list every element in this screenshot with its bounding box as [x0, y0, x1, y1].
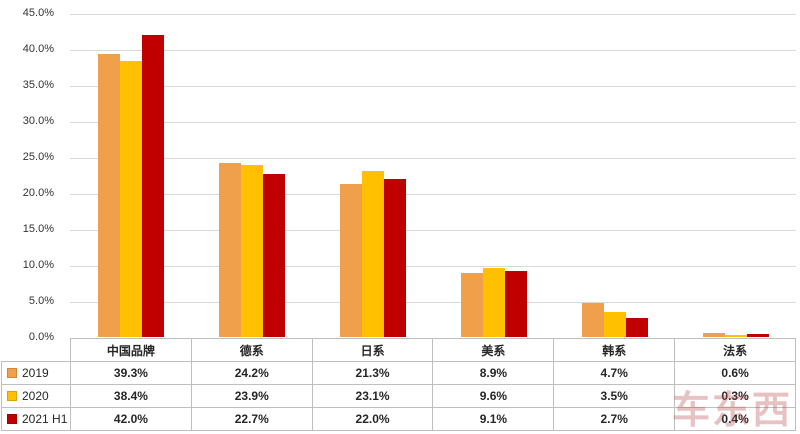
- bar-group-4: [433, 13, 554, 337]
- value-cell: 9.6%: [432, 384, 555, 408]
- legend-swatch-icon: [7, 391, 17, 401]
- bar-2019: [97, 54, 120, 337]
- category-label: 德系: [190, 338, 313, 362]
- gridline: [70, 14, 796, 15]
- bar-2021-h1: [262, 174, 285, 337]
- value-cell: 38.4%: [70, 384, 192, 408]
- value-cell: 0.6%: [674, 361, 796, 385]
- bar-2021-h1: [504, 271, 527, 337]
- y-tick-label: 5.0%: [28, 295, 54, 307]
- gridline: [70, 50, 796, 51]
- bar-group-5: [554, 13, 675, 337]
- category-label: 中国品牌: [70, 338, 192, 362]
- y-tick-label: 20.0%: [22, 187, 54, 199]
- legend-series-name: 2021 H1: [22, 412, 68, 426]
- bar-2020: [724, 335, 747, 337]
- legend-swatch-icon: [7, 414, 17, 424]
- value-cell: 4.7%: [553, 361, 676, 385]
- value-cell: 23.9%: [190, 384, 313, 408]
- bar-2021-h1: [141, 35, 164, 337]
- value-cell: 42.0%: [70, 407, 192, 431]
- y-tick-label: 45.0%: [22, 7, 54, 19]
- gridline: [70, 302, 796, 303]
- value-cell: 39.3%: [70, 361, 192, 385]
- bar-2020: [361, 171, 384, 337]
- bar-2021-h1: [746, 334, 769, 337]
- value-cell: 21.3%: [311, 361, 434, 385]
- gridline: [70, 266, 796, 267]
- legend-cell: 2019: [1, 361, 71, 385]
- bar-group-1: [70, 13, 191, 337]
- bar-2019: [702, 333, 725, 337]
- category-header-row: 中国品牌 德系 日系 美系 韩系 法系: [1, 338, 796, 362]
- legend-cell: 2021 H1: [1, 407, 71, 431]
- y-tick-label: 30.0%: [22, 115, 54, 127]
- bar-2020: [482, 268, 505, 337]
- gridline: [70, 230, 796, 231]
- bar-group-3: [312, 13, 433, 337]
- bar-2019: [218, 163, 241, 337]
- y-tick-label: 25.0%: [22, 151, 54, 163]
- value-cell: 24.2%: [190, 361, 313, 385]
- category-label: 韩系: [553, 338, 676, 362]
- y-tick-label: 10.0%: [22, 259, 54, 271]
- bar-2021-h1: [625, 318, 648, 337]
- gridline: [70, 158, 796, 159]
- value-cell: 0.3%: [674, 384, 796, 408]
- legend-series-name: 2019: [22, 366, 49, 380]
- bar-2020: [240, 165, 263, 337]
- category-label: 美系: [432, 338, 555, 362]
- bar-group-6: [675, 13, 796, 337]
- value-cell: 22.0%: [311, 407, 434, 431]
- value-cell: 22.7%: [190, 407, 313, 431]
- value-cell: 3.5%: [553, 384, 676, 408]
- category-label: 日系: [311, 338, 434, 362]
- value-cell: 23.1%: [311, 384, 434, 408]
- value-cell: 9.1%: [432, 407, 555, 431]
- bar-2020: [603, 312, 626, 337]
- bar-2020: [119, 61, 142, 337]
- series-row-2021-h1: 2021 H1 42.0% 22.7% 22.0% 9.1% 2.7% 0.4%: [1, 407, 796, 431]
- category-label: 法系: [674, 338, 796, 362]
- y-axis: 0.0% 5.0% 10.0% 15.0% 20.0% 25.0% 30.0% 35.0% 40…: [0, 0, 62, 352]
- value-cell: 2.7%: [553, 407, 676, 431]
- gridline: [70, 122, 796, 123]
- bar-2019: [460, 273, 483, 337]
- gridline: [70, 86, 796, 87]
- legend-series-name: 2020: [22, 389, 49, 403]
- bar-2019: [339, 184, 362, 337]
- bar-group-2: [191, 13, 312, 337]
- value-cell: 0.4%: [674, 407, 796, 431]
- y-tick-label: 15.0%: [22, 223, 54, 235]
- series-row-2020: 2020 38.4% 23.9% 23.1% 9.6% 3.5% 0.3%: [1, 384, 796, 408]
- legend-cell: 2020: [1, 384, 71, 408]
- table-corner-cell: [1, 338, 71, 362]
- bar-2021-h1: [383, 179, 406, 337]
- gridline: [70, 194, 796, 195]
- series-row-2019: 2019 39.3% 24.2% 21.3% 8.9% 4.7% 0.6%: [1, 361, 796, 385]
- y-tick-label: 35.0%: [22, 79, 54, 91]
- legend-value-table: 中国品牌 德系 日系 美系 韩系 法系 2019 39.3% 24.2% 21.3% 8.9% 4.7…: [1, 338, 796, 431]
- plot-area: [70, 13, 796, 339]
- y-tick-label: 40.0%: [22, 43, 54, 55]
- value-cell: 8.9%: [432, 361, 555, 385]
- legend-swatch-icon: [7, 368, 17, 378]
- bar-2019: [581, 303, 604, 337]
